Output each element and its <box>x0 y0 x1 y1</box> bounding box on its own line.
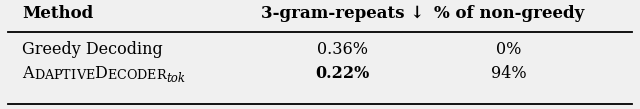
Text: D: D <box>94 65 107 82</box>
Text: D: D <box>136 69 147 82</box>
Text: 3-gram-repeats ↓: 3-gram-repeats ↓ <box>261 5 424 22</box>
Text: V: V <box>76 69 85 82</box>
Text: E: E <box>107 69 116 82</box>
Text: R: R <box>156 69 166 82</box>
Text: 0%: 0% <box>496 41 522 58</box>
Text: E: E <box>85 69 94 82</box>
Text: tok: tok <box>166 72 186 85</box>
Text: A: A <box>22 65 34 82</box>
Text: D: D <box>34 69 44 82</box>
Text: T: T <box>62 69 70 82</box>
Text: % of non-greedy: % of non-greedy <box>434 5 584 22</box>
Text: O: O <box>126 69 136 82</box>
Text: Method: Method <box>22 5 93 22</box>
Text: 94%: 94% <box>491 65 527 82</box>
Text: A: A <box>44 69 53 82</box>
Text: 0.36%: 0.36% <box>317 41 368 58</box>
Text: Greedy Decoding: Greedy Decoding <box>22 41 163 58</box>
Text: I: I <box>70 69 76 82</box>
Text: E: E <box>147 69 156 82</box>
Text: P: P <box>53 69 62 82</box>
Text: C: C <box>116 69 126 82</box>
Text: 0.22%: 0.22% <box>316 65 369 82</box>
